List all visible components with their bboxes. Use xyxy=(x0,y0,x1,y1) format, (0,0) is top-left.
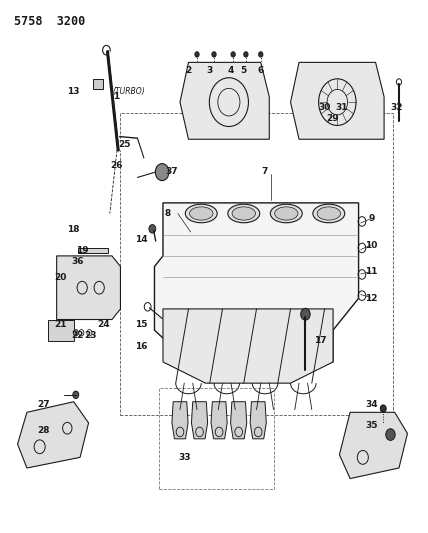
Text: 7: 7 xyxy=(262,166,268,175)
Circle shape xyxy=(259,52,263,57)
Circle shape xyxy=(73,391,79,399)
Text: 10: 10 xyxy=(365,241,377,250)
Ellipse shape xyxy=(228,204,260,223)
Text: 8: 8 xyxy=(164,209,170,218)
Ellipse shape xyxy=(317,207,341,220)
Text: 12: 12 xyxy=(365,294,377,303)
Text: 33: 33 xyxy=(178,453,190,462)
Circle shape xyxy=(212,52,216,57)
Text: 5: 5 xyxy=(241,66,247,75)
Text: 18: 18 xyxy=(68,225,80,234)
Polygon shape xyxy=(191,402,208,439)
Text: 17: 17 xyxy=(314,336,327,345)
Circle shape xyxy=(231,52,235,57)
Text: 29: 29 xyxy=(327,114,339,123)
Polygon shape xyxy=(231,402,247,439)
Text: 26: 26 xyxy=(110,161,122,170)
Polygon shape xyxy=(172,402,188,439)
Text: 34: 34 xyxy=(365,400,377,409)
Circle shape xyxy=(244,52,248,57)
Polygon shape xyxy=(18,402,89,468)
Circle shape xyxy=(155,164,169,181)
Polygon shape xyxy=(250,402,266,439)
Text: 22: 22 xyxy=(71,331,84,340)
Text: 28: 28 xyxy=(38,426,50,435)
Text: 13: 13 xyxy=(68,87,80,96)
Circle shape xyxy=(386,429,395,440)
Text: 23: 23 xyxy=(84,331,97,340)
Text: 6: 6 xyxy=(258,66,264,75)
Text: (TURBO): (TURBO) xyxy=(112,87,145,96)
Text: 35: 35 xyxy=(365,421,377,430)
Polygon shape xyxy=(291,62,384,139)
Polygon shape xyxy=(155,203,359,362)
Polygon shape xyxy=(48,319,74,341)
Circle shape xyxy=(195,52,199,57)
Text: 32: 32 xyxy=(391,103,403,112)
Text: 24: 24 xyxy=(97,320,110,329)
Polygon shape xyxy=(339,413,407,479)
Text: 19: 19 xyxy=(76,246,89,255)
Text: 15: 15 xyxy=(136,320,148,329)
Circle shape xyxy=(301,309,310,320)
Ellipse shape xyxy=(185,204,217,223)
Text: 5758  3200: 5758 3200 xyxy=(14,14,86,28)
Bar xyxy=(159,389,273,489)
Ellipse shape xyxy=(275,207,298,220)
Ellipse shape xyxy=(232,207,256,220)
Text: 27: 27 xyxy=(38,400,50,409)
Text: 16: 16 xyxy=(136,342,148,351)
Polygon shape xyxy=(211,402,227,439)
Text: 11: 11 xyxy=(365,268,377,276)
Polygon shape xyxy=(180,62,269,139)
Ellipse shape xyxy=(313,204,345,223)
Polygon shape xyxy=(163,309,333,383)
Text: 2: 2 xyxy=(185,66,192,75)
Text: 9: 9 xyxy=(368,214,374,223)
Text: 3: 3 xyxy=(207,66,213,75)
Text: 36: 36 xyxy=(71,257,84,265)
Text: 20: 20 xyxy=(55,272,67,281)
Text: 37: 37 xyxy=(165,166,178,175)
Text: 30: 30 xyxy=(318,103,331,112)
Bar xyxy=(120,113,392,415)
Text: 21: 21 xyxy=(55,320,67,329)
Bar xyxy=(93,79,104,89)
Text: 14: 14 xyxy=(135,236,148,245)
Circle shape xyxy=(380,405,386,413)
Text: 31: 31 xyxy=(335,103,348,112)
Circle shape xyxy=(73,329,78,336)
Ellipse shape xyxy=(270,204,302,223)
Ellipse shape xyxy=(190,207,213,220)
Polygon shape xyxy=(56,256,120,319)
Text: 1: 1 xyxy=(113,92,119,101)
Circle shape xyxy=(149,224,156,233)
Text: 4: 4 xyxy=(228,66,234,75)
Text: 25: 25 xyxy=(119,140,131,149)
Polygon shape xyxy=(78,248,108,253)
